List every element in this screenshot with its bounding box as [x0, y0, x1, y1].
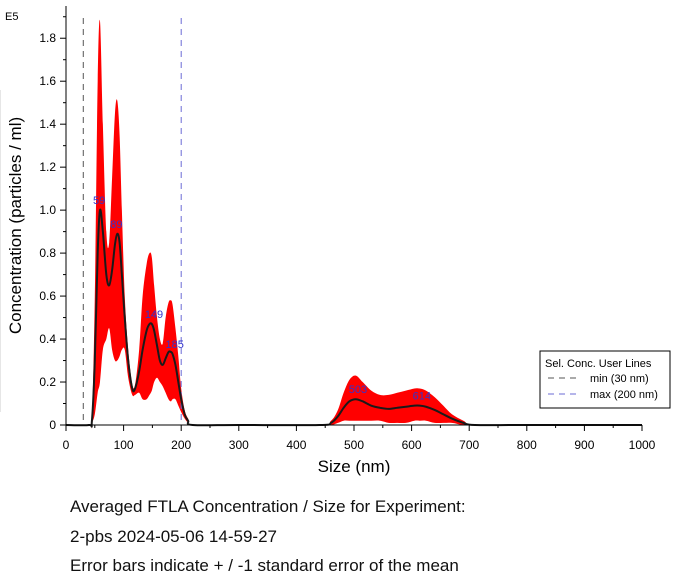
- x-tick-label: 0: [63, 438, 70, 452]
- x-tick-label: 200: [171, 438, 191, 452]
- caption-line-3: Error bars indicate + / -1 standard erro…: [70, 556, 459, 575]
- x-tick-label: 800: [517, 438, 537, 452]
- x-tick-label: 900: [574, 438, 594, 452]
- x-axis-label: Size (nm): [318, 457, 391, 476]
- caption-line-1: Averaged FTLA Concentration / Size for E…: [70, 497, 466, 516]
- y-tick-label: 1.8: [39, 31, 56, 45]
- peak-label: 149: [145, 309, 163, 321]
- y-tick-label: 0.8: [39, 246, 56, 260]
- x-tick-label: 300: [229, 438, 249, 452]
- y-tick-label: 0.2: [39, 375, 56, 389]
- y-tick-label: 1.4: [39, 117, 56, 131]
- peak-label: 89: [110, 219, 122, 231]
- legend-entry: min (30 nm): [590, 373, 649, 385]
- legend-entry: max (200 nm): [590, 389, 658, 401]
- mean-concentration-line: [65, 208, 642, 428]
- caption-line-2: 2-pbs 2024-05-06 14-59-27: [70, 527, 277, 546]
- peak-label: 185: [166, 339, 184, 351]
- y-tick-label: 1.0: [39, 203, 56, 217]
- y-tick-label: 0: [49, 418, 56, 432]
- y-tick-label: 0.6: [39, 289, 56, 303]
- y-scale-exponent-label: E5: [5, 11, 18, 23]
- x-tick-label: 600: [402, 438, 422, 452]
- peak-label: 503: [349, 384, 367, 396]
- x-tick-label: 400: [286, 438, 306, 452]
- legend-title: Sel. Conc. User Lines: [545, 358, 652, 370]
- peak-label: 59: [93, 195, 105, 207]
- y-axis-label: Concentration (particles / ml): [6, 117, 25, 334]
- y-tick-label: 1.6: [39, 74, 56, 88]
- y-tick-label: 0.4: [39, 332, 56, 346]
- y-tick-label: 1.2: [39, 160, 56, 174]
- size-distribution-chart: 0 0.2 0.4 0.6 0.8 1.0 1.2 1.4 1.6 1.8 0 100 200 300 40…: [0, 6, 671, 476]
- x-tick-label: 500: [344, 438, 364, 452]
- x-tick-label: 1000: [629, 438, 656, 452]
- peak-label: 614: [413, 391, 431, 403]
- legend-box: [539, 350, 671, 409]
- x-tick-label: 700: [459, 438, 479, 452]
- x-tick-label: 100: [114, 438, 134, 452]
